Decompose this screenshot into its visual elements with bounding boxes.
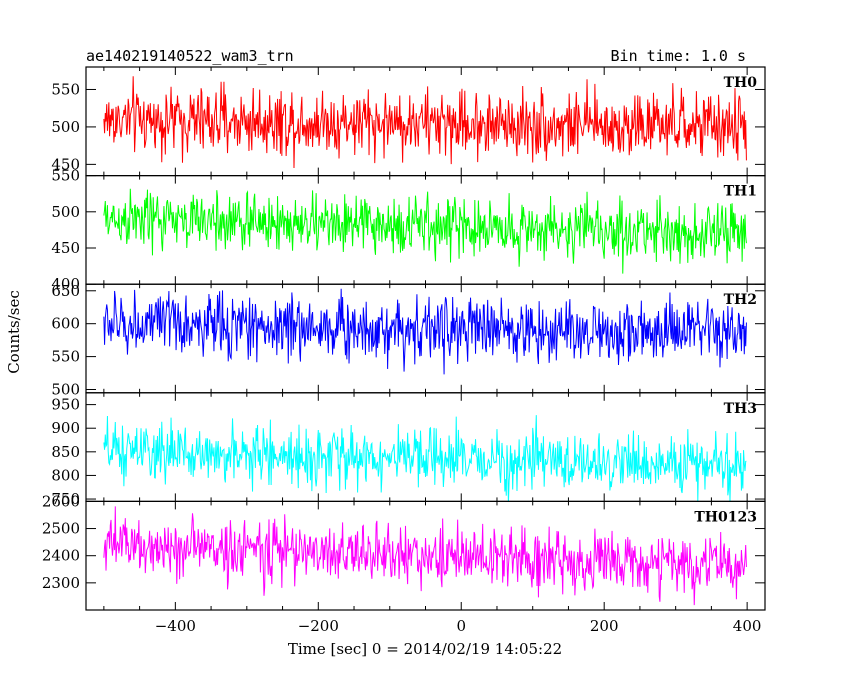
y-axis-label: Counts/sec [5,290,23,374]
y-tick-label: 450 [51,239,80,257]
y-tick-label: 850 [51,443,80,461]
panel-label-th0123: TH0123 [694,509,757,525]
y-tick-label: 950 [51,396,80,414]
y-tick-label: 2500 [42,520,80,538]
panel-th3: 750 800 850 900 950 TH3 [51,392,766,508]
x-tick-label: 200 [590,617,619,635]
y-tick-label: 650 [51,282,80,300]
y-tick-label: 400 [51,275,80,293]
y-tick-label: 750 [51,490,80,508]
panel-label-th0: TH0 [724,75,758,91]
series-th1 [103,188,747,274]
y-tick-label: 2300 [42,574,80,592]
panel-th0123: 2300 2400 2500 2600 TH0123 [42,492,766,611]
y-tick-label: 550 [51,167,80,185]
panel-th1: 400 450 500 550 TH1 [51,167,766,293]
y-tick-label: 600 [51,315,80,333]
y-tick-label: 500 [51,203,80,221]
series-th2 [103,288,747,375]
y-tick-label: 2400 [42,547,80,565]
panel-frame [85,283,766,394]
y-tick-label: 550 [51,80,80,98]
y-tick-label: 500 [51,118,80,136]
panel-label-th2: TH2 [724,292,757,308]
y-tick-label: 900 [51,419,80,437]
x-tick-label: −400 [155,617,196,635]
y-tick-label: 550 [51,348,80,366]
series-th0 [103,76,747,168]
panel-th0: 450 500 550 TH0 [51,66,766,177]
x-tick-label: 400 [733,617,762,635]
bin-time-label: Bin time: 1.0 s [611,47,746,65]
chart-title: ae140219140522_wam3_trn [86,47,294,65]
panel-label-th1: TH1 [724,184,757,200]
y-tick-label: 2600 [42,492,80,510]
x-axis-label: Time [sec] 0 = 2014/02/19 14:05:22 [288,640,562,658]
series-th3 [103,415,747,502]
series-th0123 [103,506,747,606]
x-tick-label: 0 [456,617,466,635]
x-tick-label: −200 [298,617,339,635]
panel-label-th3: TH3 [724,401,757,417]
y-tick-label: 500 [51,381,80,399]
x-axis: −400 −200 0 200 400 [155,617,762,635]
panel-frame [85,392,766,502]
panel-th2: 500 550 600 650 TH2 [51,282,766,399]
panel-frame [85,175,766,285]
y-tick-label: 450 [51,155,80,173]
y-tick-label: 800 [51,466,80,484]
panels-group: 450 500 550 TH0 400 450 500 550 TH1 500 550 600 650 T… [42,66,766,611]
